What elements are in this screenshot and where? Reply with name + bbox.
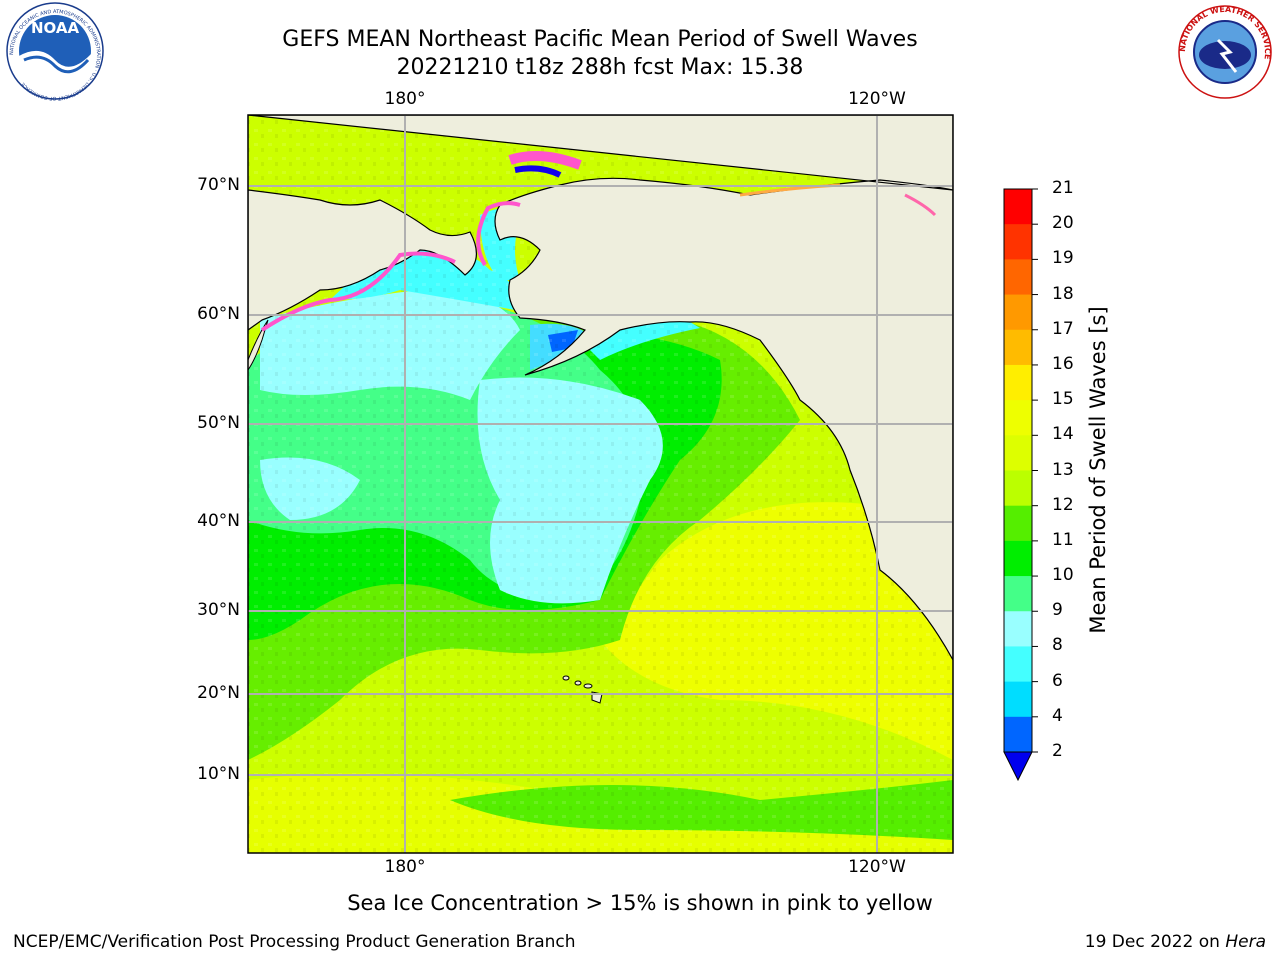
colorbar-segment [1004,259,1032,296]
footer-date-text: 19 Dec 2022 on [1084,932,1226,952]
colorbar-segment [1004,611,1032,647]
lat-label-60n: 60°N [197,304,240,324]
map-title: GEFS MEAN Northeast Pacific Mean Period … [282,27,918,52]
colorbar-tick-label: 11 [1052,529,1074,550]
lat-label-20n: 20°N [197,683,240,703]
colorbar-segment [1004,329,1032,366]
siberia-land [248,189,477,331]
noaa-logo: NOAA NATIONAL OCEANIC AND ATMOSPHERIC AD… [6,2,104,101]
lon-label-bottom-180: 180° [384,857,426,877]
colorbar-tick-label: 8 [1052,635,1063,656]
colorbar-tick-label: 6 [1052,670,1063,691]
sea-ice-fringe [260,151,937,332]
colorbar-tick-label: 20 [1052,213,1074,234]
colorbar-segment [1004,681,1032,718]
lon-label-top-120w: 120°W [848,89,906,109]
lon-label-bottom-120w: 120°W [848,857,906,877]
lat-label-30n: 30°N [197,600,240,620]
lat-label-40n: 40°N [197,511,240,531]
lat-label-10n: 10°N [197,764,240,784]
colorbar-tick-label: 21 [1052,178,1074,198]
colorbar-segment [1004,470,1032,507]
colorbar-tick-label: 17 [1052,318,1074,339]
colorbar-tick-label: 13 [1052,459,1074,480]
colorbar [1003,188,1038,782]
map-frame [247,114,954,854]
colorbar-segment [1004,435,1032,471]
colorbar-tick-label: 4 [1052,705,1063,726]
sea-ice-note: Sea Ice Concentration > 15% is shown in … [347,891,933,915]
lon-label-top-180: 180° [384,89,426,109]
footer-host: Hera [1225,932,1266,952]
colorbar-tick-label: 19 [1052,248,1074,269]
colorbar-title: Mean Period of Swell Waves [s] [1086,306,1110,634]
north-america-land [248,115,953,661]
lat-label-50n: 50°N [197,413,240,433]
colorbar-tick-label: 12 [1052,494,1074,515]
colorbar-extend-arrow [1003,751,1033,782]
kamchatka-land [248,319,269,371]
colorbar-segment [1004,224,1032,260]
colorbar-tick-label: 16 [1052,353,1074,374]
colorbar-segment [1004,364,1032,401]
graticule [248,115,953,853]
colorbar-tick-label: 15 [1052,389,1074,410]
colorbar-tick-label: 2 [1052,741,1063,761]
colorbar-segment [1004,716,1032,753]
footer-credit: NCEP/EMC/Verification Post Processing Pr… [13,932,576,952]
colorbar-segment [1004,294,1032,331]
colorbar-segment [1004,540,1032,577]
colorbar-tick-label: 10 [1052,565,1074,586]
footer-date: 19 Dec 2022 on Hera [1085,932,1266,952]
nws-logo: NATIONAL WEATHER SERVICE [1178,5,1272,99]
map-subtitle: 20221210 t18z 288h fcst Max: 15.38 [396,55,804,80]
noaa-logo-text: NOAA [31,19,80,37]
colorbar-segment [1004,400,1032,436]
colorbar-segment [1004,505,1032,542]
colorbar-segment [1004,576,1032,612]
colorbar-segment [1004,646,1032,683]
colorbar-tick-label: 18 [1052,283,1074,304]
colorbar-segment [1004,189,1032,225]
colorbar-tick-label: 9 [1052,600,1063,621]
lat-label-70n: 70°N [197,175,240,195]
colorbar-tick-label: 14 [1052,424,1074,445]
